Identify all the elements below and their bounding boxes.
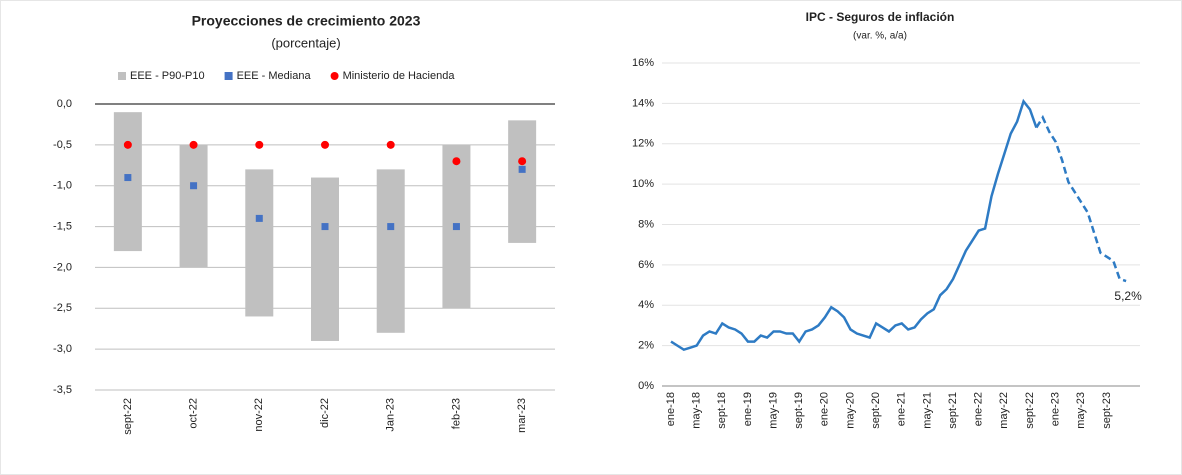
y-tick-label: -1,5 xyxy=(53,220,72,232)
median-marker xyxy=(255,214,263,222)
y-tick-label: 0% xyxy=(638,380,654,392)
range-bar xyxy=(245,169,274,317)
x-tick-label: ene-23 xyxy=(1050,392,1062,426)
y-tick-label: -2,0 xyxy=(53,261,72,273)
x-tick-label: ene-22 xyxy=(973,392,985,426)
chart-title: Proyecciones de crecimiento 2023 xyxy=(192,13,421,29)
legend-label: EEE - Mediana xyxy=(237,70,312,82)
y-tick-label: 12% xyxy=(632,138,654,150)
chart-title: IPC - Seguros de inflación xyxy=(806,10,955,24)
range-bar xyxy=(113,112,142,252)
range-bar xyxy=(311,177,339,341)
x-tick-label: may-23 xyxy=(1075,392,1087,429)
ministry-marker xyxy=(452,157,461,166)
median-marker xyxy=(321,223,329,231)
range-bar xyxy=(376,169,405,333)
x-tick-label: sept-22 xyxy=(122,398,134,435)
x-tick-label: may-18 xyxy=(691,392,703,429)
y-tick-label: 10% xyxy=(632,178,654,190)
median-marker xyxy=(387,223,395,231)
ministry-marker xyxy=(518,157,527,166)
series-line xyxy=(670,98,1038,352)
y-tick-label: -3,0 xyxy=(53,343,72,355)
x-tick-label: sept-23 xyxy=(1101,392,1113,429)
ministry-marker xyxy=(189,140,198,149)
series-line xyxy=(1035,114,1127,283)
legend-label: EEE - P90-P10 xyxy=(130,70,205,82)
legend-swatch xyxy=(224,72,233,80)
x-tick-label: ene-20 xyxy=(819,392,831,426)
range-bar xyxy=(179,144,208,268)
chart-subtitle: (porcentaje) xyxy=(271,35,340,50)
y-tick-label: 0,0 xyxy=(57,98,72,110)
legend-swatch xyxy=(330,72,339,80)
y-tick-label: 6% xyxy=(638,259,654,271)
x-tick-label: may-21 xyxy=(921,392,933,429)
x-tick-label: sept-21 xyxy=(947,392,959,429)
ministry-marker xyxy=(321,140,329,149)
x-tick-label: sept-18 xyxy=(716,392,728,429)
y-tick-label: 4% xyxy=(638,299,654,311)
annotation: 5,2% xyxy=(1114,289,1142,303)
median-marker xyxy=(518,165,526,173)
y-tick-label: 14% xyxy=(632,97,654,109)
x-tick-label: sept-19 xyxy=(793,392,805,429)
y-tick-label: 8% xyxy=(638,218,654,230)
x-tick-label: mar-23 xyxy=(516,398,528,433)
median-marker xyxy=(124,174,132,182)
y-tick-label: 16% xyxy=(632,57,654,69)
x-tick-label: ene-19 xyxy=(742,392,754,426)
x-tick-label: ene-21 xyxy=(896,392,908,426)
x-tick-label: may-20 xyxy=(844,392,856,429)
y-tick-label: -3,5 xyxy=(53,384,72,396)
x-tick-label: sept-20 xyxy=(870,392,882,429)
y-tick-label: -1,0 xyxy=(53,180,72,192)
ministry-marker xyxy=(255,140,264,149)
median-marker xyxy=(190,182,198,190)
range-bar xyxy=(508,120,537,243)
y-tick-label: -2,5 xyxy=(53,302,72,314)
x-tick-label: Jan-23 xyxy=(385,398,397,432)
x-tick-label: nov-22 xyxy=(253,398,265,432)
chart-subtitle: (var. %, a/a) xyxy=(853,31,907,42)
y-tick-label: 2% xyxy=(638,340,654,352)
y-tick-label: -0,5 xyxy=(53,139,72,151)
x-tick-label: ene-18 xyxy=(665,392,677,426)
x-tick-label: may-22 xyxy=(998,392,1010,429)
x-tick-label: may-19 xyxy=(767,392,779,429)
median-marker xyxy=(452,223,460,231)
x-tick-label: feb-23 xyxy=(450,398,462,429)
ministry-marker xyxy=(386,140,395,149)
ministry-marker xyxy=(123,140,132,149)
x-tick-label: dic-22 xyxy=(319,398,331,428)
x-tick-label: oct-22 xyxy=(187,398,199,429)
x-tick-label: sept-22 xyxy=(1024,392,1036,429)
legend-swatch xyxy=(118,72,126,80)
legend-label: Ministerio de Hacienda xyxy=(343,70,456,82)
